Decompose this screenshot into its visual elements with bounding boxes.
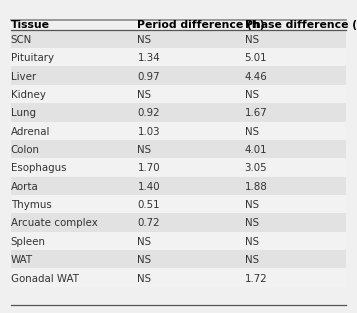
- Text: 5.01: 5.01: [245, 53, 267, 63]
- Text: NS: NS: [137, 274, 152, 284]
- Text: NS: NS: [245, 127, 259, 137]
- Text: 1.34: 1.34: [137, 53, 160, 63]
- Text: 1.72: 1.72: [245, 274, 267, 284]
- Text: NS: NS: [245, 200, 259, 210]
- Text: 4.01: 4.01: [245, 145, 267, 155]
- Text: 4.46: 4.46: [245, 72, 267, 82]
- Text: Colon: Colon: [11, 145, 40, 155]
- Text: 1.88: 1.88: [245, 182, 267, 192]
- Text: 0.97: 0.97: [137, 72, 160, 82]
- Bar: [11, 158, 346, 177]
- Text: 1.03: 1.03: [137, 127, 160, 137]
- Bar: [11, 66, 346, 85]
- Text: Kidney: Kidney: [11, 90, 46, 100]
- Bar: [11, 195, 346, 213]
- Text: Adrenal: Adrenal: [11, 127, 50, 137]
- Text: Thymus: Thymus: [11, 200, 51, 210]
- Text: NS: NS: [137, 255, 152, 265]
- Bar: [11, 232, 346, 250]
- Text: Lung: Lung: [11, 108, 36, 118]
- Bar: [11, 103, 346, 121]
- Text: 0.51: 0.51: [137, 200, 160, 210]
- Text: NS: NS: [245, 218, 259, 228]
- Text: NS: NS: [245, 90, 259, 100]
- Text: NS: NS: [137, 35, 152, 45]
- Text: Liver: Liver: [11, 72, 36, 82]
- Bar: [11, 269, 346, 287]
- Text: Tissue: Tissue: [11, 20, 50, 30]
- Bar: [11, 121, 346, 140]
- Text: Period difference (h): Period difference (h): [137, 20, 265, 30]
- Bar: [11, 48, 346, 66]
- Text: Arcuate complex: Arcuate complex: [11, 218, 97, 228]
- Text: NS: NS: [245, 237, 259, 247]
- Text: Aorta: Aorta: [11, 182, 39, 192]
- Text: 1.70: 1.70: [137, 163, 160, 173]
- Text: Phase difference (h): Phase difference (h): [245, 20, 357, 30]
- Text: SCN: SCN: [11, 35, 32, 45]
- Text: Esophagus: Esophagus: [11, 163, 66, 173]
- Text: 1.40: 1.40: [137, 182, 160, 192]
- Text: WAT: WAT: [11, 255, 33, 265]
- Text: NS: NS: [245, 255, 259, 265]
- Text: 3.05: 3.05: [245, 163, 267, 173]
- Bar: [11, 85, 346, 103]
- Text: Gonadal WAT: Gonadal WAT: [11, 274, 79, 284]
- Bar: [11, 250, 346, 269]
- Text: Pituitary: Pituitary: [11, 53, 54, 63]
- Bar: [11, 213, 346, 232]
- Bar: [11, 30, 346, 48]
- Text: 0.92: 0.92: [137, 108, 160, 118]
- Text: NS: NS: [137, 145, 152, 155]
- Bar: [11, 140, 346, 158]
- Text: 0.72: 0.72: [137, 218, 160, 228]
- Text: NS: NS: [137, 237, 152, 247]
- Text: NS: NS: [137, 90, 152, 100]
- Text: 1.67: 1.67: [245, 108, 267, 118]
- Text: NS: NS: [245, 35, 259, 45]
- Text: Spleen: Spleen: [11, 237, 46, 247]
- Bar: [11, 177, 346, 195]
